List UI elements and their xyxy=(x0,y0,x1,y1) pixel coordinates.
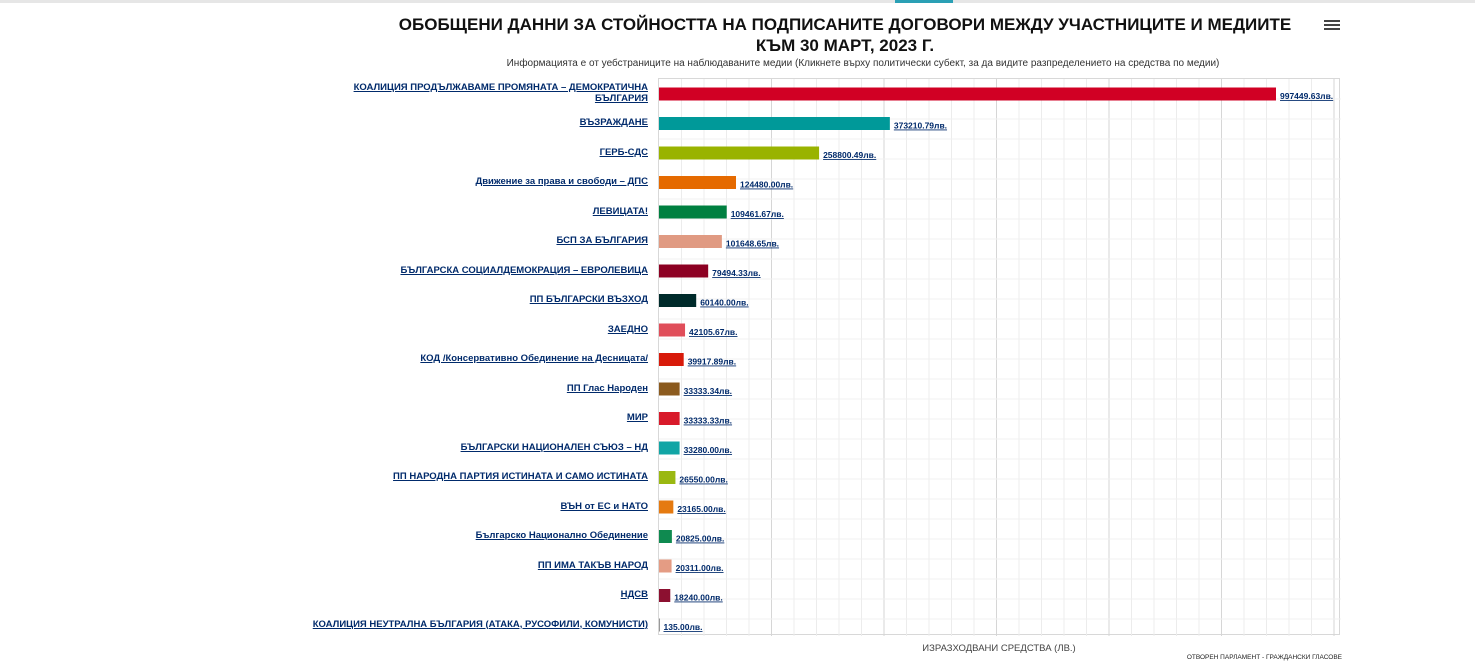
category-label[interactable]: БЪЛГАРСКА СОЦИАЛДЕМОКРАЦИЯ – ЕВРОЛЕВИЦА xyxy=(400,264,648,276)
bar[interactable] xyxy=(659,205,727,219)
category-label[interactable]: КОД /Консервативно Обединение на Десница… xyxy=(420,353,648,364)
bar[interactable] xyxy=(659,530,672,543)
x-axis-title: ИЗРАЗХОДВАНИ СРЕДСТВА (ЛВ.) xyxy=(922,643,1076,654)
data-label: 79494.33лв. xyxy=(712,268,760,278)
data-label: 18240.00лв. xyxy=(674,593,722,603)
bar[interactable] xyxy=(659,382,680,396)
data-label: 26550.00лв. xyxy=(679,475,727,485)
category-label[interactable]: БСП ЗА БЪЛГАРИЯ xyxy=(556,235,648,246)
bar[interactable] xyxy=(659,353,684,366)
data-label: 997449.63лв. xyxy=(1280,91,1333,101)
chart-title-line2: КЪМ 30 МАРТ, 2023 Г. xyxy=(755,36,935,55)
category-label[interactable]: МИР xyxy=(626,412,648,423)
menu-line xyxy=(1324,20,1340,22)
category-label[interactable]: ЗАЕДНО xyxy=(607,323,648,335)
data-label: 33280.00лв. xyxy=(684,445,732,455)
category-label[interactable]: ПП Глас Народен xyxy=(566,382,648,394)
category-label[interactable]: КОАЛИЦИЯ НЕУТРАЛНА БЪЛГАРИЯ (АТАКА, РУСО… xyxy=(312,618,648,630)
chart-title-line1: ОБОБЩЕНИ ДАННИ ЗА СТОЙНОСТТА НА ПОДПИСАН… xyxy=(398,15,1292,34)
bar[interactable] xyxy=(659,500,674,514)
category-label[interactable]: НДСВ xyxy=(620,589,648,600)
menu-line xyxy=(1324,28,1340,30)
category-label[interactable]: КОАЛИЦИЯ ПРОДЪЛЖАВАМЕ ПРОМЯНАТА – ДЕМОКР… xyxy=(353,82,648,104)
category-label[interactable]: Движение за права и свободи – ДПС xyxy=(475,176,648,187)
bar[interactable] xyxy=(659,412,680,425)
data-label: 33333.34лв. xyxy=(684,386,732,396)
credit-text: ОТВОРЕН ПАРЛАМЕНТ - ГРАЖДАНСКИ ГЛАСОВЕ xyxy=(1186,654,1342,661)
category-label[interactable]: ПП ИМА ТАКЪВ НАРОД xyxy=(537,559,648,571)
bar[interactable] xyxy=(659,264,709,278)
bar[interactable] xyxy=(659,146,820,160)
bar[interactable] xyxy=(659,117,890,130)
bar[interactable] xyxy=(659,559,672,573)
hamburger-menu-icon[interactable] xyxy=(1324,18,1340,32)
category-label[interactable]: ВЪН от ЕС и НАТО xyxy=(560,500,648,512)
menu-line xyxy=(1324,24,1340,26)
bar-chart: 997449.63лв. 373210.79лв. 258800.49лв. 1244… xyxy=(659,79,1341,636)
data-label: 101648.65лв. xyxy=(726,239,779,249)
data-label: 23165.00лв. xyxy=(677,504,725,514)
top-accent-bar xyxy=(895,0,953,3)
data-label: 60140.00лв. xyxy=(700,298,748,308)
bar[interactable] xyxy=(659,471,676,484)
bar[interactable] xyxy=(659,176,737,189)
top-border xyxy=(0,0,1475,3)
data-label: 42105.67лв. xyxy=(689,327,737,337)
bar[interactable] xyxy=(659,294,697,307)
bar[interactable] xyxy=(659,589,671,602)
bar[interactable] xyxy=(659,618,660,632)
category-label[interactable]: ВЪЗРАЖДАНЕ xyxy=(579,117,648,128)
data-label: 20825.00лв. xyxy=(676,534,724,544)
category-label[interactable]: ПП БЪЛГАРСКИ ВЪЗХОД xyxy=(529,294,648,305)
plot-area: 997449.63лв. 373210.79лв. 258800.49лв. 1244… xyxy=(658,78,1341,636)
category-label[interactable]: Българско Национално Обединение xyxy=(475,530,648,541)
data-label: 258800.49лв. xyxy=(823,150,876,160)
bar[interactable] xyxy=(659,441,680,455)
data-label: 124480.00лв. xyxy=(740,180,793,190)
bar[interactable] xyxy=(659,235,722,248)
data-label: 373210.79лв. xyxy=(894,121,947,131)
bar[interactable] xyxy=(659,87,1276,101)
category-label[interactable]: ЛЕВИЦАТА! xyxy=(592,205,648,217)
category-label[interactable]: ПП НАРОДНА ПАРТИЯ ИСТИНАТА И САМО ИСТИНА… xyxy=(393,471,648,482)
data-label: 135.00лв. xyxy=(664,622,703,632)
category-label[interactable]: БЪЛГАРСКИ НАЦИОНАЛЕН СЪЮЗ – НД xyxy=(460,441,648,453)
data-label: 109461.67лв. xyxy=(731,209,784,219)
chart-subtitle: Информацията е от уебстраниците на наблю… xyxy=(506,58,1220,69)
data-label: 39917.89лв. xyxy=(688,357,736,367)
category-label[interactable]: ГЕРБ-СДС xyxy=(599,146,648,158)
chart-title: ОБОБЩЕНИ ДАННИ ЗА СТОЙНОСТТА НА ПОДПИСАН… xyxy=(370,14,1320,56)
data-label: 20311.00лв. xyxy=(676,563,724,573)
data-label: 33333.33лв. xyxy=(684,416,732,426)
bar[interactable] xyxy=(659,323,686,337)
